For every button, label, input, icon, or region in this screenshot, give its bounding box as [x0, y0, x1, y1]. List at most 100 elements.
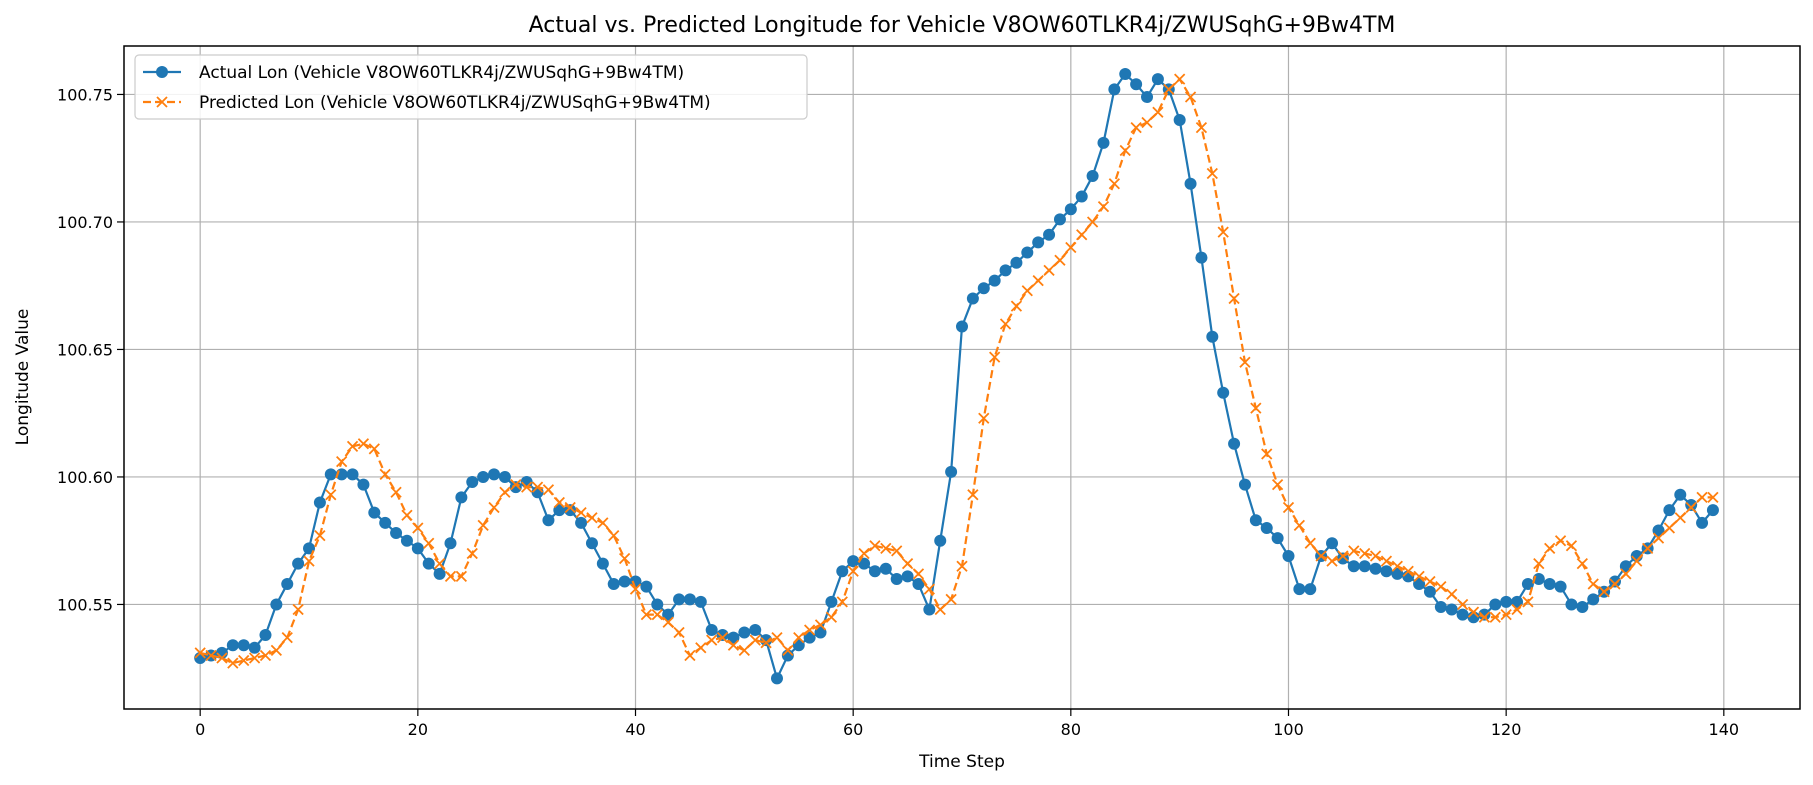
legend-marker	[156, 96, 168, 108]
series-actual	[194, 68, 1719, 685]
data-point	[542, 514, 555, 527]
x-tick-label: 20	[408, 720, 428, 739]
data-point	[1141, 116, 1153, 129]
data-point	[1674, 488, 1687, 501]
data-point	[836, 565, 849, 578]
data-point	[989, 351, 1001, 363]
data-point	[749, 623, 762, 636]
data-point	[1663, 522, 1676, 534]
x-tick-label: 60	[843, 720, 863, 739]
data-point	[1260, 521, 1273, 534]
data-point	[1064, 203, 1077, 216]
data-point	[1228, 437, 1241, 450]
data-point	[314, 529, 326, 542]
data-point	[1685, 501, 1697, 514]
data-point	[858, 557, 871, 570]
data-point	[1119, 68, 1132, 81]
data-point	[1391, 560, 1403, 572]
data-point	[226, 639, 239, 652]
y-tick-label: 100.60	[57, 468, 113, 487]
data-point	[1032, 236, 1045, 249]
data-point	[1086, 216, 1099, 228]
data-point	[444, 570, 457, 583]
data-point	[597, 517, 609, 529]
data-point	[901, 570, 914, 583]
data-point	[248, 641, 261, 654]
data-point	[1500, 609, 1512, 621]
data-point	[901, 558, 914, 570]
data-point	[510, 478, 522, 491]
data-point	[1195, 121, 1208, 134]
data-point	[1521, 578, 1534, 591]
data-point	[618, 575, 631, 588]
data-point	[629, 575, 642, 588]
data-point	[1108, 83, 1121, 96]
data-point	[194, 647, 206, 659]
legend: Actual Lon (Vehicle V8OW60TLKR4j/ZWUSqhG…	[134, 54, 808, 120]
data-point	[1707, 491, 1719, 503]
data-point	[716, 631, 729, 644]
data-point	[1620, 568, 1632, 580]
data-point	[1293, 519, 1306, 532]
data-point	[1130, 78, 1143, 91]
data-point	[281, 631, 293, 644]
legend-entry: Actual Lon (Vehicle V8OW60TLKR4j/ZWUSqhG…	[143, 63, 684, 83]
data-point	[1554, 535, 1567, 547]
y-tick-label: 100.65	[57, 340, 113, 359]
chart-title: Actual vs. Predicted Longitude for Vehic…	[529, 13, 1396, 38]
data-point	[1119, 144, 1131, 157]
data-point	[390, 486, 402, 498]
data-point	[477, 519, 489, 532]
data-point	[999, 264, 1012, 277]
data-point	[498, 470, 511, 483]
series-predicted	[194, 73, 1719, 669]
data-point	[1249, 514, 1262, 527]
data-point	[771, 631, 783, 644]
data-point	[1522, 596, 1534, 608]
data-point	[1206, 167, 1218, 180]
data-point	[1206, 330, 1219, 343]
data-point	[1293, 583, 1306, 596]
data-point	[673, 593, 686, 606]
data-point	[1130, 121, 1142, 134]
data-point	[542, 484, 555, 496]
data-point	[1010, 300, 1023, 312]
data-point	[466, 547, 478, 560]
data-point	[1097, 136, 1110, 149]
axis-ticks: 0 20 40 60 80 100 120 140 100.55 100.60 100.65 100.…	[57, 85, 1739, 739]
data-point	[945, 465, 958, 478]
data-point	[1380, 565, 1393, 578]
legend-label: Predicted Lon (Vehicle V8OW60TLKR4j/ZWUS…	[199, 93, 711, 113]
data-point	[1565, 598, 1578, 611]
data-point	[488, 468, 501, 481]
y-axis-label: Longitude Value	[13, 309, 33, 446]
data-point	[521, 481, 533, 493]
data-point	[1238, 478, 1251, 491]
data-point	[411, 542, 424, 555]
data-point	[923, 583, 935, 595]
data-point	[629, 583, 642, 595]
data-point	[879, 562, 892, 575]
data-point	[1163, 83, 1175, 95]
data-point	[694, 595, 707, 608]
data-point	[553, 504, 566, 517]
data-point	[738, 626, 751, 639]
data-point	[1511, 603, 1523, 616]
data-point	[1032, 274, 1044, 287]
data-point	[770, 672, 783, 685]
data-point	[585, 537, 598, 550]
data-point	[1054, 254, 1066, 266]
data-point	[1565, 540, 1578, 552]
data-point	[782, 644, 794, 656]
data-point	[1195, 251, 1208, 264]
data-point	[1174, 73, 1186, 85]
data-point	[1348, 545, 1360, 557]
data-point	[1075, 190, 1088, 203]
data-point	[934, 603, 946, 616]
data-point	[1413, 578, 1426, 591]
data-point	[749, 634, 761, 646]
data-point	[1489, 611, 1501, 623]
data-point	[858, 547, 870, 560]
data-point	[869, 540, 881, 552]
data-point	[1587, 578, 1599, 590]
